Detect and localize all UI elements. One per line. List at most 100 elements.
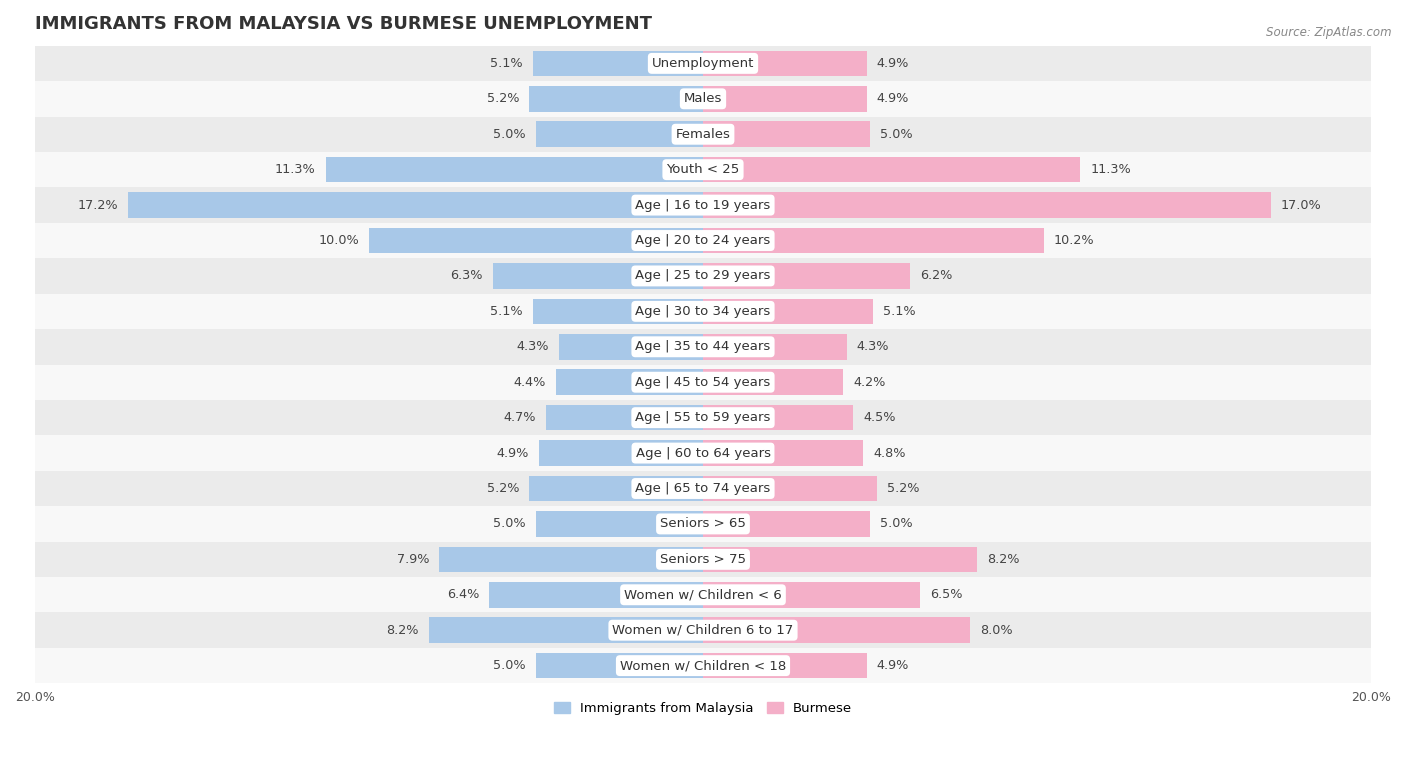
Bar: [703, 582, 920, 608]
Bar: [529, 86, 703, 111]
Text: Age | 55 to 59 years: Age | 55 to 59 years: [636, 411, 770, 424]
Text: 6.2%: 6.2%: [920, 269, 952, 282]
Bar: [35, 223, 1371, 258]
Text: 5.0%: 5.0%: [494, 659, 526, 672]
Bar: [35, 400, 1371, 435]
Bar: [703, 369, 844, 395]
Text: 11.3%: 11.3%: [274, 164, 315, 176]
Text: 5.2%: 5.2%: [486, 92, 519, 105]
Text: 8.2%: 8.2%: [387, 624, 419, 637]
Bar: [128, 192, 703, 218]
Bar: [429, 618, 703, 643]
Text: Women w/ Children < 18: Women w/ Children < 18: [620, 659, 786, 672]
Text: 10.2%: 10.2%: [1053, 234, 1094, 247]
Bar: [703, 547, 977, 572]
Text: Age | 16 to 19 years: Age | 16 to 19 years: [636, 198, 770, 212]
Bar: [35, 258, 1371, 294]
Text: 17.2%: 17.2%: [77, 198, 118, 212]
Text: 4.3%: 4.3%: [517, 341, 550, 354]
Bar: [703, 51, 866, 76]
Text: Age | 65 to 74 years: Age | 65 to 74 years: [636, 482, 770, 495]
Bar: [703, 86, 866, 111]
Text: 17.0%: 17.0%: [1281, 198, 1322, 212]
Bar: [35, 188, 1371, 223]
Text: 5.1%: 5.1%: [883, 305, 915, 318]
Bar: [35, 294, 1371, 329]
Text: 4.8%: 4.8%: [873, 447, 905, 459]
Bar: [492, 263, 703, 288]
Bar: [536, 121, 703, 147]
Text: Males: Males: [683, 92, 723, 105]
Bar: [555, 369, 703, 395]
Text: 5.0%: 5.0%: [880, 128, 912, 141]
Text: 5.0%: 5.0%: [494, 518, 526, 531]
Bar: [35, 577, 1371, 612]
Text: 6.5%: 6.5%: [931, 588, 963, 601]
Bar: [35, 648, 1371, 684]
Text: Age | 30 to 34 years: Age | 30 to 34 years: [636, 305, 770, 318]
Bar: [703, 334, 846, 360]
Text: 4.4%: 4.4%: [513, 375, 546, 388]
Bar: [546, 405, 703, 431]
Text: 5.2%: 5.2%: [887, 482, 920, 495]
Bar: [536, 653, 703, 678]
Text: Youth < 25: Youth < 25: [666, 164, 740, 176]
Text: 4.3%: 4.3%: [856, 341, 889, 354]
Bar: [703, 121, 870, 147]
Text: Age | 20 to 24 years: Age | 20 to 24 years: [636, 234, 770, 247]
Text: 10.0%: 10.0%: [318, 234, 359, 247]
Text: 7.9%: 7.9%: [396, 553, 429, 565]
Bar: [35, 152, 1371, 188]
Bar: [703, 511, 870, 537]
Bar: [326, 157, 703, 182]
Text: 5.1%: 5.1%: [491, 305, 523, 318]
Bar: [35, 435, 1371, 471]
Text: Age | 35 to 44 years: Age | 35 to 44 years: [636, 341, 770, 354]
Bar: [489, 582, 703, 608]
Bar: [35, 506, 1371, 542]
Text: Women w/ Children < 6: Women w/ Children < 6: [624, 588, 782, 601]
Bar: [368, 228, 703, 254]
Text: Source: ZipAtlas.com: Source: ZipAtlas.com: [1267, 26, 1392, 39]
Text: 8.2%: 8.2%: [987, 553, 1019, 565]
Bar: [536, 511, 703, 537]
Bar: [703, 228, 1043, 254]
Bar: [703, 441, 863, 466]
Text: 6.4%: 6.4%: [447, 588, 479, 601]
Bar: [703, 263, 910, 288]
Text: 11.3%: 11.3%: [1091, 164, 1132, 176]
Text: 4.9%: 4.9%: [877, 57, 910, 70]
Bar: [35, 117, 1371, 152]
Bar: [439, 547, 703, 572]
Text: Females: Females: [675, 128, 731, 141]
Legend: Immigrants from Malaysia, Burmese: Immigrants from Malaysia, Burmese: [554, 702, 852, 715]
Bar: [703, 475, 877, 501]
Bar: [35, 612, 1371, 648]
Bar: [703, 192, 1271, 218]
Text: 5.0%: 5.0%: [880, 518, 912, 531]
Bar: [703, 618, 970, 643]
Text: 4.5%: 4.5%: [863, 411, 896, 424]
Bar: [703, 298, 873, 324]
Text: 4.9%: 4.9%: [877, 659, 910, 672]
Text: 4.9%: 4.9%: [877, 92, 910, 105]
Bar: [533, 298, 703, 324]
Text: 4.7%: 4.7%: [503, 411, 536, 424]
Bar: [35, 329, 1371, 365]
Bar: [35, 81, 1371, 117]
Text: 8.0%: 8.0%: [980, 624, 1012, 637]
Bar: [703, 157, 1080, 182]
Bar: [35, 542, 1371, 577]
Text: Unemployment: Unemployment: [652, 57, 754, 70]
Bar: [35, 365, 1371, 400]
Text: Age | 25 to 29 years: Age | 25 to 29 years: [636, 269, 770, 282]
Text: Women w/ Children 6 to 17: Women w/ Children 6 to 17: [613, 624, 793, 637]
Bar: [35, 45, 1371, 81]
Text: 4.2%: 4.2%: [853, 375, 886, 388]
Text: Seniors > 75: Seniors > 75: [659, 553, 747, 565]
Bar: [703, 653, 866, 678]
Text: 5.2%: 5.2%: [486, 482, 519, 495]
Bar: [703, 405, 853, 431]
Bar: [529, 475, 703, 501]
Text: 5.1%: 5.1%: [491, 57, 523, 70]
